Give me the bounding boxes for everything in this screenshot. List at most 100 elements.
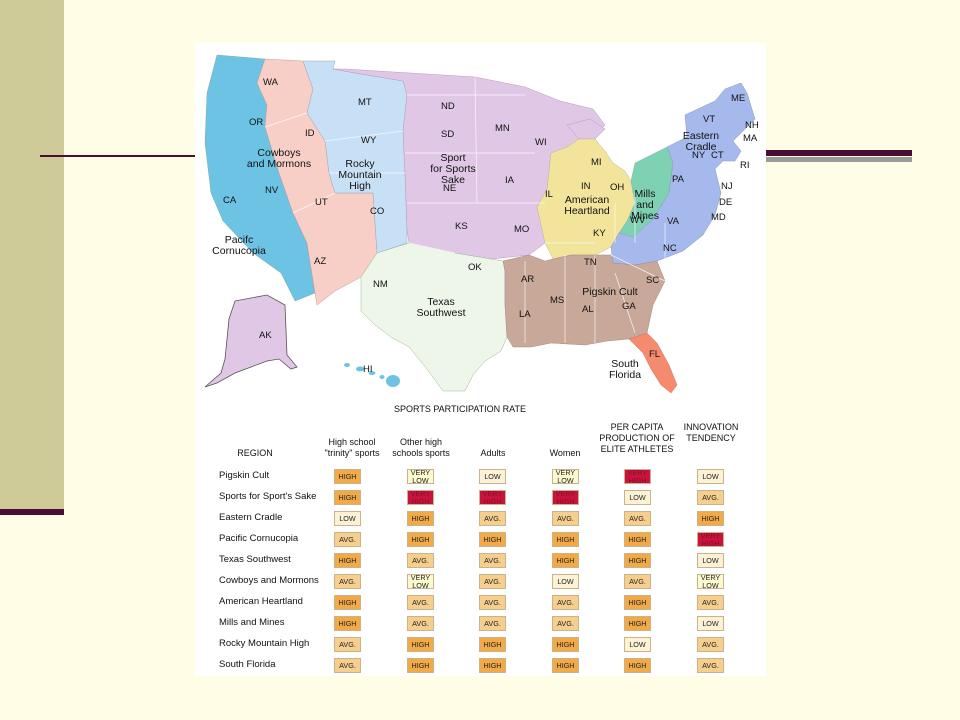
state-label-mo: MO <box>514 224 529 235</box>
level-cell: AVG. <box>479 574 506 589</box>
region-label-eastern-cradle: Eastern Cradle <box>683 130 719 153</box>
region-alaska <box>204 294 298 388</box>
state-label-ar: AR <box>521 274 534 285</box>
state-label-nd: ND <box>441 101 455 112</box>
level-cell: AVG. <box>624 574 651 589</box>
state-label-la: LA <box>519 309 531 320</box>
level-cell: AVG. <box>334 532 361 547</box>
level-cell: HIGH <box>334 469 361 484</box>
level-cell: HIGH <box>624 616 651 631</box>
state-label-nj: NJ <box>721 181 733 192</box>
level-cell: AVG. <box>552 616 579 631</box>
region-michigan-upper <box>566 118 606 140</box>
level-cell: HIGH <box>334 595 361 610</box>
state-label-nm: NM <box>373 279 388 290</box>
level-cell: AVG. <box>479 553 506 568</box>
state-label-pa: PA <box>672 174 685 185</box>
level-cell: VERY HIGH <box>624 469 651 484</box>
level-cell: AVG. <box>407 553 434 568</box>
state-label-ok: OK <box>468 262 482 273</box>
state-label-mn: MN <box>495 123 510 134</box>
region-label-pacific-cornucopia: Pacifc Cornucopia <box>212 234 266 257</box>
level-cell: AVG. <box>697 595 724 610</box>
state-label-mi: MI <box>591 157 602 168</box>
state-label-wi: WI <box>535 137 547 148</box>
level-cell: HIGH <box>624 553 651 568</box>
level-cell: HIGH <box>624 658 651 673</box>
state-label-ks: KS <box>455 221 468 232</box>
level-cell: AVG. <box>479 595 506 610</box>
level-cell: LOW <box>552 574 579 589</box>
level-cell: AVG. <box>697 637 724 652</box>
region-label-pigskin-cult: Pigskin Cult <box>582 286 638 298</box>
level-cell: VERY LOW <box>697 574 724 589</box>
level-cell: HIGH <box>479 658 506 673</box>
region-labels: Cowboys and Mormons Rocky Mountain High Spo… <box>212 130 719 381</box>
header-region: REGION <box>237 448 273 458</box>
state-label-sc: SC <box>646 275 659 286</box>
state-label-vt: VT <box>703 114 715 125</box>
level-cell: AVG. <box>479 511 506 526</box>
state-label-ky: KY <box>593 228 606 239</box>
row-label: Texas Southwest <box>219 554 291 565</box>
level-cell: HIGH <box>479 637 506 652</box>
level-cell: AVG. <box>407 595 434 610</box>
sports-participation-table: SPORTS PARTICIPATION RATE REGION High sc… <box>195 403 766 676</box>
region-label-american-heartland: American Heartland <box>564 194 610 217</box>
region-south-florida <box>628 332 678 394</box>
state-label-tn: TN <box>584 257 597 268</box>
region-label-cowboys-and-mormons: Cowboys and Mormons <box>247 147 311 170</box>
header-women: Women <box>549 448 581 458</box>
row-label: Sports for Sport's Sake <box>219 491 317 502</box>
state-label-me: ME <box>731 93 745 104</box>
state-label-ut: UT <box>315 197 328 208</box>
level-cell: AVG. <box>407 616 434 631</box>
state-label-ri: RI <box>740 160 750 171</box>
level-cell: HIGH <box>334 553 361 568</box>
state-borders <box>264 76 666 343</box>
level-cell: AVG. <box>697 490 724 505</box>
state-label-al: AL <box>582 304 594 315</box>
state-label-oh: OH <box>610 182 624 193</box>
level-cell: AVG. <box>697 658 724 673</box>
state-label-nv: NV <box>265 185 279 196</box>
state-label-wa: WA <box>263 77 279 88</box>
header-trinity-sports: High school "trinity" sports <box>324 437 380 458</box>
slide-rule-right-shadow <box>765 157 912 162</box>
region-label-texas-southwest: Texas Southwest <box>416 296 465 319</box>
state-label-hi: HI <box>363 364 373 375</box>
state-label-va: VA <box>667 216 680 227</box>
level-cell: HIGH <box>407 511 434 526</box>
level-cell: AVG. <box>552 511 579 526</box>
level-cell: HIGH <box>552 637 579 652</box>
us-sports-regions-map: WA OR ID MT WY ND SD MN WI MI NV UT CO N… <box>204 54 759 394</box>
slide-side-bar <box>0 0 64 512</box>
level-cell: HIGH <box>479 532 506 547</box>
state-label-mt: MT <box>358 97 372 108</box>
level-cell: AVG. <box>334 574 361 589</box>
state-label-ia: IA <box>505 175 515 186</box>
state-label-or: OR <box>249 117 263 128</box>
header-adults: Adults <box>480 448 506 458</box>
state-label-ms: MS <box>550 295 564 306</box>
region-label-rocky-mountain-high: Rocky Mountain High <box>338 158 381 192</box>
level-cell: VERY LOW <box>407 469 434 484</box>
region-pigskin-cult <box>502 254 666 348</box>
state-label-fl: FL <box>649 349 660 360</box>
state-label-ga: GA <box>622 301 636 312</box>
row-label: Pacific Cornucopia <box>219 533 299 544</box>
state-label-ny: NY <box>692 150 706 161</box>
level-cell: HIGH <box>624 595 651 610</box>
state-label-ca: CA <box>223 195 237 206</box>
state-label-id: ID <box>305 128 315 139</box>
state-label-md: MD <box>711 212 726 223</box>
level-cell: LOW <box>334 511 361 526</box>
header-innovation-tendency: INNOVATION TENDENCY <box>683 422 739 443</box>
state-label-co: CO <box>370 206 384 217</box>
level-cell: VERY HIGH <box>697 532 724 547</box>
level-cell: HIGH <box>552 553 579 568</box>
level-cell: HIGH <box>407 532 434 547</box>
level-cell: VERY LOW <box>407 574 434 589</box>
state-label-wy: WY <box>361 135 377 146</box>
level-cell: HIGH <box>624 532 651 547</box>
